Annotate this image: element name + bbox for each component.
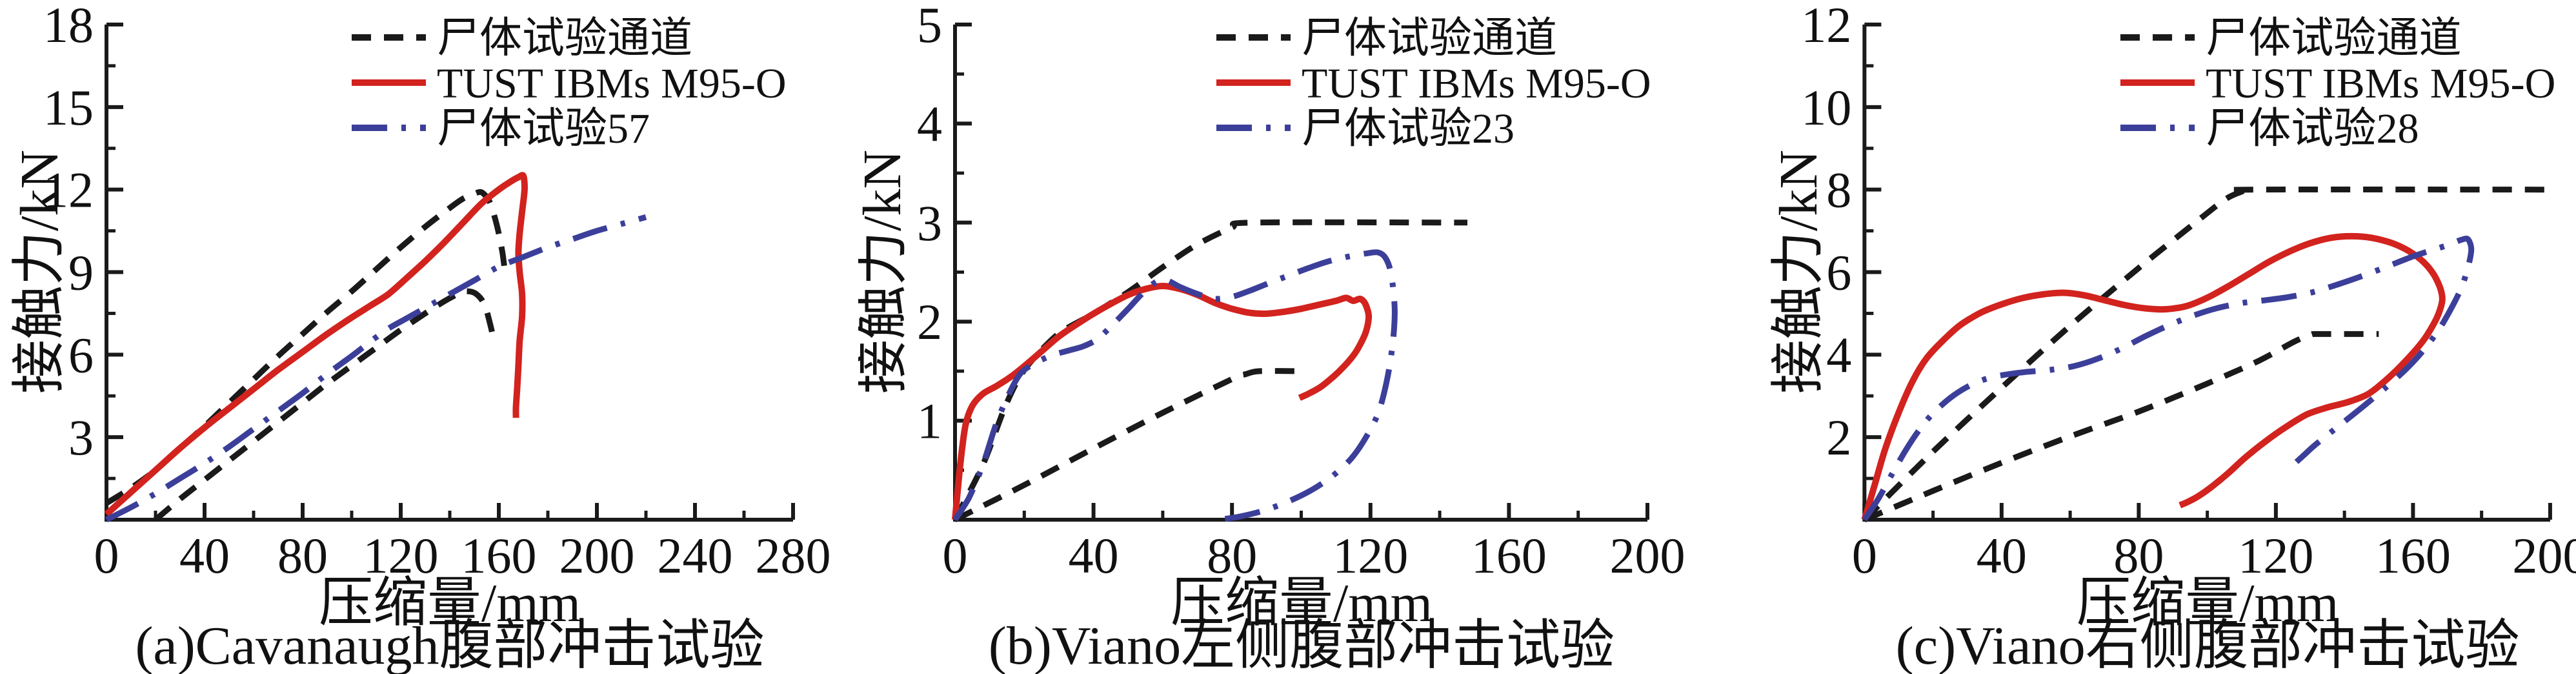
x-tick-label-200: 200 — [1610, 527, 1685, 584]
series-tust-ibms-m95o-curve-1 — [104, 172, 528, 517]
legend-label-tust-ibms-m95o: TUST IBMs M95-O — [1302, 60, 1651, 107]
legend-label-cadaver-corridor: 尸体试验通道 — [1302, 15, 1557, 62]
y-tick-label-18: 18 — [43, 0, 94, 53]
y-tick-label-8: 8 — [1826, 162, 1851, 218]
x-tick-label-120: 120 — [363, 527, 439, 584]
y-tick-label-3: 3 — [68, 409, 94, 465]
series-cadaver-test-57-curve-1 — [105, 214, 647, 523]
y-ticks — [1864, 23, 1882, 522]
y-tick-label-6: 6 — [1826, 245, 1851, 301]
x-axis-label: 压缩量/mm — [1171, 573, 1433, 633]
series-cadaver-corridor-curve-2 — [154, 288, 497, 522]
x-tick-label-120: 120 — [1333, 527, 1408, 584]
y-tick-label-4: 4 — [1826, 327, 1851, 383]
x-tick-labels: 0 40 80 120 160 200 — [943, 527, 1685, 584]
x-tick-label-80: 80 — [2113, 527, 2164, 584]
x-tick-label-0: 0 — [943, 527, 968, 584]
x-tick-label-160: 160 — [1471, 527, 1547, 584]
x-tick-label-40: 40 — [179, 527, 230, 584]
x-axis-label: 压缩量/mm — [2077, 573, 2339, 633]
x-tick-labels: 0 40 80 120 160 200 240 280 — [94, 527, 831, 584]
y-tick-label-1: 1 — [917, 393, 942, 449]
y-tick-labels: 3 6 9 12 15 18 — [43, 0, 94, 465]
x-tick-labels: 0 40 80 120 160 200 — [1852, 527, 2576, 584]
y-tick-label-12: 12 — [43, 162, 94, 218]
y-ticks — [106, 23, 123, 522]
y-tick-label-4: 4 — [917, 96, 942, 152]
chart-caption: (a)Cavanaugh腹部冲击试验 — [135, 616, 764, 674]
x-axis-label: 压缩量/mm — [319, 573, 581, 633]
x-tick-label-80: 80 — [277, 527, 328, 584]
series-cadaver-corridor-curve-2 — [1863, 331, 2379, 523]
legend-label-cadaver-test-28: 尸体试验28 — [2206, 105, 2419, 152]
x-tick-label-80: 80 — [1207, 527, 1257, 584]
x-tick-label-200: 200 — [559, 527, 635, 584]
x-tick-label-160: 160 — [2375, 527, 2451, 584]
legend-label-cadaver-corridor: 尸体试验通道 — [2206, 15, 2461, 62]
x-tick-label-240: 240 — [658, 527, 733, 584]
x-ticks — [1862, 503, 2552, 520]
y-tick-label-2: 2 — [917, 294, 942, 350]
x-tick-label-0: 0 — [1852, 527, 1877, 584]
y-axis-label: 接触力/kN — [858, 150, 912, 394]
series-tust-ibms-m95o-curve-1 — [1861, 232, 2446, 521]
legend-label-cadaver-test-23: 尸体试验23 — [1302, 105, 1514, 152]
y-tick-label-10: 10 — [1801, 79, 1851, 136]
y-axis-label: 接触力/kN — [10, 150, 70, 394]
y-tick-labels: 2 4 6 8 10 12 — [1801, 0, 1851, 465]
x-ticks — [953, 503, 1649, 520]
chart-panel-b: 0 40 80 120 160 200 1 2 3 4 5 尸体试验通道 TUST IBMs M95-O… — [858, 0, 1716, 674]
x-tick-label-40: 40 — [1977, 527, 2027, 584]
legend-label-cadaver-corridor: 尸体试验通道 — [437, 15, 692, 62]
x-tick-label-280: 280 — [756, 527, 831, 584]
x-tick-label-120: 120 — [2238, 527, 2313, 584]
legend-label-tust-ibms-m95o: TUST IBMs M95-O — [2206, 60, 2555, 107]
chart-caption: (b)Viano左侧腹部冲击试验 — [989, 616, 1615, 674]
x-tick-label-200: 200 — [2512, 527, 2576, 584]
series-cadaver-test-28-curve-1 — [1862, 236, 2475, 522]
chart-panel-c: 0 40 80 120 160 200 2 4 6 8 10 12 尸体试验通道 TUST IBMs M9… — [1716, 0, 2576, 674]
chart-panel-a: 0 40 80 120 160 200 240 280 3 6 9 12 15 18 尸体试验通道 TUST … — [0, 0, 858, 674]
y-tick-label-15: 15 — [43, 79, 94, 136]
x-ticks — [105, 503, 795, 520]
series-cadaver-corridor-curve-1 — [952, 219, 1468, 522]
y-tick-label-12: 12 — [1801, 0, 1851, 53]
y-tick-label-9: 9 — [68, 245, 94, 301]
y-axis-label: 接触力/kN — [1769, 150, 1829, 394]
x-tick-label-0: 0 — [94, 527, 119, 584]
x-tick-label-160: 160 — [461, 527, 537, 584]
legend-label-tust-ibms-m95o: TUST IBMs M95-O — [437, 60, 787, 107]
series-tust-ibms-m95o-curve-1 — [952, 283, 1373, 520]
y-tick-label-2: 2 — [1826, 409, 1851, 465]
series-cadaver-corridor-curve-2 — [953, 368, 1302, 523]
y-tick-label-3: 3 — [917, 195, 942, 251]
x-tick-label-40: 40 — [1069, 527, 1119, 584]
series-cadaver-corridor-curve-1 — [1862, 186, 2550, 522]
chart-caption: (c)Viano右侧腹部冲击试验 — [1896, 616, 2520, 674]
y-tick-label-5: 5 — [917, 0, 942, 53]
y-tick-label-6: 6 — [68, 327, 94, 383]
y-tick-labels: 1 2 3 4 5 — [917, 0, 942, 449]
chart-svg-a: 0 40 80 120 160 200 240 280 3 6 9 12 15 18 尸体试验通道TUST … — [10, 0, 831, 674]
legend-label-cadaver-test-57: 尸体试验57 — [437, 105, 650, 152]
series-cadaver-test-23-curve-1 — [952, 249, 1398, 523]
